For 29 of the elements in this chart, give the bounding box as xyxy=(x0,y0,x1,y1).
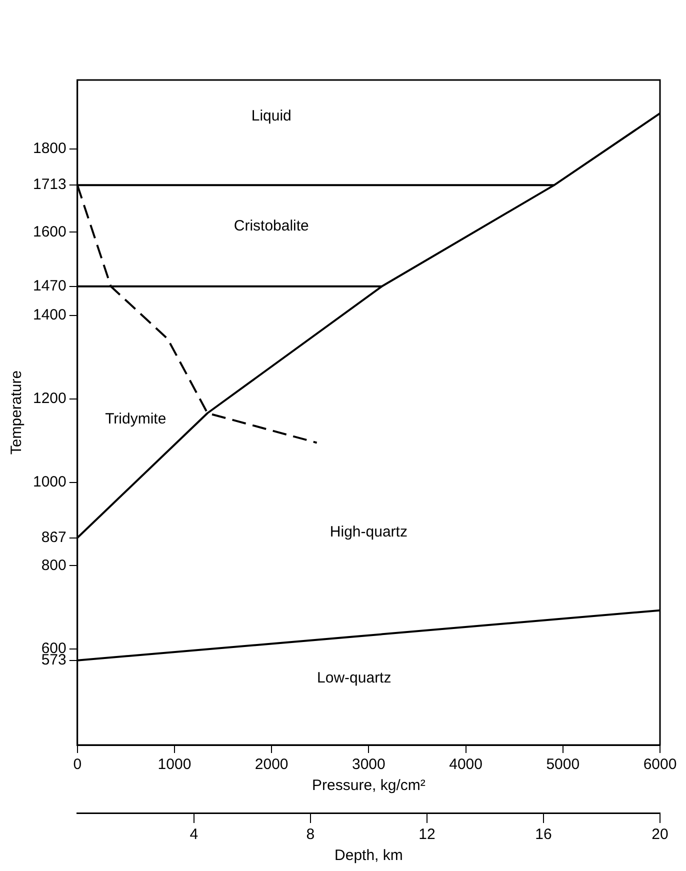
annotation: Low-quartz xyxy=(317,670,392,687)
annotation: Liquid xyxy=(251,108,292,125)
y-tick-label: 1000 xyxy=(32,473,66,490)
y-tick-label: 1713 xyxy=(32,176,66,194)
x-tick-label: 2000 xyxy=(254,756,288,774)
x2-tick-label: 4 xyxy=(190,826,198,844)
y-axis-title: Temperature xyxy=(8,370,26,455)
x2-tick-label: 8 xyxy=(306,826,315,844)
x2-tick-label: 20 xyxy=(652,826,668,844)
x-tick-label: 1000 xyxy=(158,756,192,774)
y-tick-label: 1600 xyxy=(32,223,66,240)
x2-axis-title: Depth, km xyxy=(334,847,403,864)
annotation: High-quartz xyxy=(330,523,408,540)
y-tick-label: 800 xyxy=(41,556,66,574)
y-tick-label: 867 xyxy=(41,528,66,546)
x-tick-label: 5000 xyxy=(546,756,580,774)
y-tick-label: 1400 xyxy=(32,306,66,324)
y-tick-label: 1200 xyxy=(32,390,66,408)
annotation: Cristobalite xyxy=(234,217,309,234)
annotation: Tridymite xyxy=(105,410,166,428)
x2-tick-label: 12 xyxy=(418,826,436,844)
x-axis-title: Pressure, kg/cm² xyxy=(312,777,426,794)
x-tick-label: 3000 xyxy=(352,756,386,774)
x-tick-label: 4000 xyxy=(449,756,482,774)
y-tick-label: 1800 xyxy=(32,140,66,157)
y-tick-label: 1470 xyxy=(32,278,66,295)
x2-tick-label: 16 xyxy=(535,826,552,844)
x-tick-label: 6000 xyxy=(643,756,677,774)
x-tick-label: 0 xyxy=(73,756,82,774)
